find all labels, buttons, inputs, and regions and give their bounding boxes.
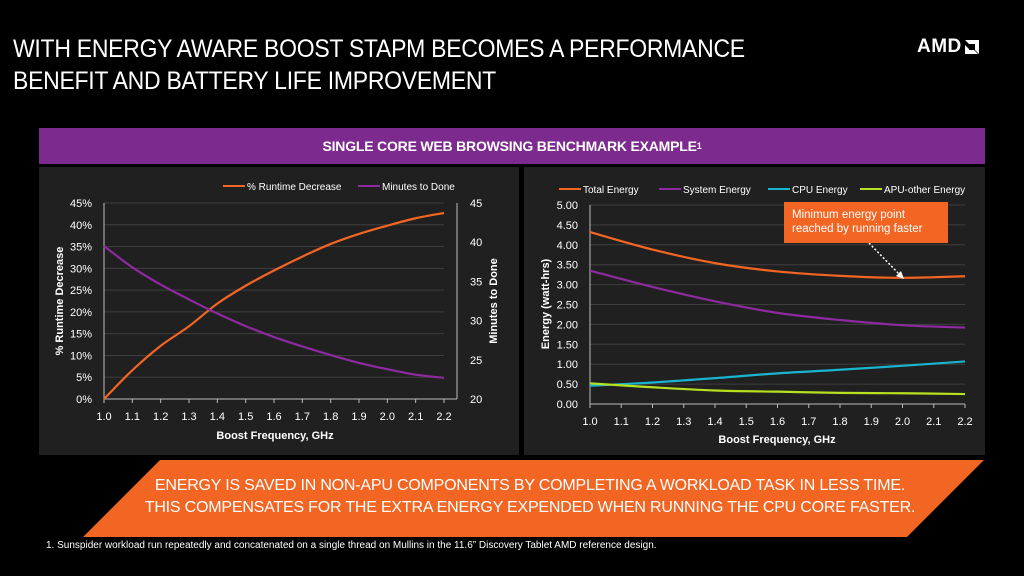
x-tick-label: 1.2 [645, 416, 660, 428]
x-tick-label: 1.2 [153, 411, 168, 423]
x-tick-label: 1.6 [266, 411, 281, 423]
callout-arrowhead [896, 271, 904, 279]
x-tick-label: 1.3 [676, 416, 691, 428]
x-tick-label: 1.5 [739, 416, 754, 428]
x-tick-label: 1.8 [832, 416, 847, 428]
y-tick-label: 1.00 [557, 359, 578, 371]
x-tick-label: 1.9 [864, 416, 879, 428]
x-tick-label: 2.0 [895, 416, 910, 428]
series-line-cpu-energy [589, 360, 966, 387]
message-line-1: ENERGY IS SAVED IN NON-APU COMPONENTS BY… [154, 477, 906, 494]
y-axis-title: % Runtime Decrease [54, 247, 66, 356]
x-tick-label: 1.5 [238, 411, 253, 423]
series-line-minutes-to-done [103, 245, 445, 379]
x-tick-label: 1.9 [351, 411, 366, 423]
y-tick-label: 0.50 [557, 379, 578, 391]
y-tick-label: 25% [70, 285, 92, 297]
y-tick-label: 1.50 [557, 339, 578, 351]
y2-tick-label: 20 [470, 394, 482, 406]
message-line-2: THIS COMPENSATES FOR THE EXTRA ENERGY EX… [144, 499, 916, 516]
legend-label: Minutes to Done [382, 182, 455, 193]
series-line-apu-other-energy [589, 382, 966, 396]
y-tick-label: 3.50 [557, 260, 578, 272]
y-tick-label: 45% [70, 198, 92, 210]
x-tick-label: 1.4 [707, 416, 722, 428]
x-axis-title: Boost Frequency, GHz [216, 430, 334, 442]
page-title: WITH ENERGY AWARE BOOST STAPM BECOMES A … [13, 33, 804, 97]
legend-label: Total Energy [583, 185, 639, 196]
logo-text: AMD [917, 36, 962, 57]
y-tick-label: 15% [70, 329, 92, 341]
y-tick-label: 2.00 [557, 319, 578, 331]
x-tick-label: 2.1 [408, 411, 423, 423]
series-line-system-energy [589, 269, 966, 329]
min-energy-callout: Minimum energy point reached by running … [784, 202, 948, 243]
banner-superscript: 1 [696, 141, 702, 151]
y-tick-label: 40% [70, 220, 92, 232]
x-tick-label: 1.8 [323, 411, 338, 423]
legend-label: % Runtime Decrease [247, 182, 342, 193]
series-line-runtime-decrease [103, 211, 445, 400]
callout-line-1: Minimum energy point [792, 209, 906, 221]
y-tick-label: 20% [70, 307, 92, 319]
title-line-2: BENEFIT AND BATTERY LIFE IMPROVEMENT [13, 67, 496, 95]
y-tick-label: 35% [70, 242, 92, 254]
section-banner: SINGLE CORE WEB BROWSING BENCHMARK EXAMP… [39, 128, 985, 164]
legend-label: APU-other Energy [884, 185, 965, 196]
x-tick-label: 1.0 [96, 411, 111, 423]
y2-axis-title: Minutes to Done [488, 258, 500, 344]
banner-text: SINGLE CORE WEB BROWSING BENCHMARK EXAMP… [322, 138, 697, 154]
y-tick-label: 2.50 [557, 300, 578, 312]
y-tick-label: 30% [70, 263, 92, 275]
y-tick-label: 4.00 [557, 240, 578, 252]
legend-label: System Energy [683, 185, 751, 196]
y2-tick-label: 30 [470, 316, 482, 328]
legend-label: CPU Energy [792, 185, 848, 196]
title-line-1: WITH ENERGY AWARE BOOST STAPM BECOMES A … [13, 35, 745, 63]
callout-line-2: reached by running faster [792, 223, 923, 235]
amd-arrow-icon [964, 40, 979, 54]
y2-tick-label: 25 [470, 355, 482, 367]
y2-tick-label: 45 [470, 198, 482, 210]
footnote: 1. Sunspider workload run repeatedly and… [46, 540, 657, 551]
x-tick-label: 1.1 [614, 416, 629, 428]
message-text: ENERGY IS SAVED IN NON-APU COMPONENTS BY… [120, 475, 940, 519]
x-tick-label: 1.0 [582, 416, 597, 428]
y-tick-label: 5% [76, 372, 92, 384]
y-tick-label: 4.50 [557, 220, 578, 232]
x-tick-label: 2.2 [436, 411, 451, 423]
x-tick-label: 1.7 [801, 416, 816, 428]
y-tick-label: 0% [76, 394, 92, 406]
y-tick-label: 10% [70, 350, 92, 362]
x-tick-label: 2.0 [380, 411, 395, 423]
x-tick-label: 2.2 [957, 416, 972, 428]
y-tick-label: 5.00 [557, 200, 578, 212]
y-axis-title: Energy (watt-hrs) [540, 258, 552, 349]
x-tick-label: 1.3 [181, 411, 196, 423]
y-tick-label: 3.00 [557, 280, 578, 292]
callout-arrow [868, 242, 901, 276]
y-tick-label: 0.00 [557, 399, 578, 411]
x-tick-label: 1.7 [295, 411, 310, 423]
y2-tick-label: 40 [470, 237, 482, 249]
x-tick-label: 2.1 [926, 416, 941, 428]
x-tick-label: 1.1 [125, 411, 140, 423]
amd-logo: AMD [917, 36, 980, 58]
x-tick-label: 1.4 [210, 411, 225, 423]
y2-tick-label: 35 [470, 276, 482, 288]
x-tick-label: 1.6 [770, 416, 785, 428]
x-axis-title: Boost Frequency, GHz [718, 434, 836, 446]
